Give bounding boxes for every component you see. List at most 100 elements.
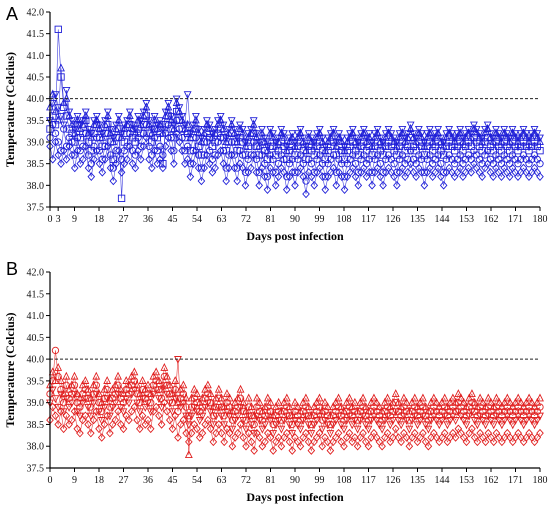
axes: 37.5 38.0 38.5 39.0 39.5 40.0 40.5 41.0 41.5 42.0… [27,8,548,226]
data-point-triangle-down [421,421,430,430]
data-point-triangle-up [346,132,354,141]
data-point-triangle-down [92,112,101,121]
data-point-triangle-down [310,421,318,430]
data-point-triangle-up [472,128,481,137]
data-point-diamond [220,437,229,447]
data-point-circle [104,129,112,137]
data-point-triangle-up [527,132,536,141]
data-point-triangle-up [350,397,359,406]
data-point-diamond [138,411,147,421]
data-point-triangle-up [348,402,357,411]
data-point-triangle-down [318,134,327,143]
data-point-triangle-down [197,134,206,143]
data-point-diamond [307,446,316,455]
data-point-triangle-down [76,121,85,130]
data-point-circle [71,151,79,159]
data-point-triangle-down [95,121,104,130]
data-point-triangle-up [247,402,256,411]
data-point-triangle-down [114,112,123,121]
data-point-triangle-down [375,421,384,430]
data-point-diamond [402,433,411,442]
data-point-triangle-down [285,421,294,430]
data-point-circle [137,142,145,150]
data-point-triangle-up [527,397,536,406]
y-tick-label: 38.0 [27,181,45,192]
data-point-triangle-up [211,128,220,137]
data-point-triangle-up [101,119,109,128]
data-point-circle [338,160,346,168]
data-point-diamond [536,172,544,181]
data-point-triangle-down [54,403,63,412]
data-point-diamond [242,441,250,451]
data-point-circle [178,134,186,142]
data-point-triangle-down [149,390,158,399]
data-point-circle [98,407,106,416]
data-point-circle [250,138,258,146]
data-point-triangle-up [78,380,87,389]
data-point-triangle-up [109,137,118,146]
data-point-triangle-up [446,397,455,406]
data-point-triangle-up [141,384,150,393]
data-point-triangle-down [153,121,162,130]
data-point-circle [159,151,167,159]
x-tick-label: 63 [217,214,227,225]
data-point-triangle-down [156,117,165,126]
data-point-triangle-down [390,134,399,143]
data-point-circle [106,151,115,159]
data-point-diamond [167,146,175,155]
data-point-triangle-down [448,412,457,421]
data-point-diamond [277,441,286,451]
data-point-diamond [285,437,294,447]
data-point-triangle-down [271,138,280,147]
data-point-triangle-up [134,115,143,124]
data-point-triangle-up [389,397,397,406]
data-point-triangle-up [277,406,286,415]
data-point-triangle-down [481,421,490,430]
data-point-triangle-down [183,91,192,100]
data-point-triangle-up [87,132,96,141]
data-point-triangle-up [274,137,283,146]
data-point-circle [489,160,497,168]
data-point-triangle-up [376,137,385,146]
data-point-triangle-down [302,143,310,152]
data-point-diamond [111,415,120,425]
data-point-triangle-up [62,93,71,102]
data-point-triangle-down [73,408,82,417]
data-point-triangle-down [97,417,106,425]
data-point-diamond [117,168,126,177]
data-point-triangle-down [428,134,437,143]
y-tick-label: 38.5 [27,159,45,170]
data-point-triangle-up [492,393,501,402]
data-point-circle [112,147,120,155]
data-point-square [258,138,266,146]
x-tick-label: 117 [361,214,376,225]
data-point-triangle-down [112,121,120,130]
data-point-triangle-down [175,104,184,113]
data-point-triangle-up [514,393,523,402]
data-point-circle [142,121,150,129]
data-point-triangle-down [484,412,493,421]
data-point-triangle-down [222,134,231,143]
data-point-triangle-down [312,417,321,425]
data-point-diamond [114,407,122,416]
y-tick-label: 41.5 [27,29,45,40]
data-point-diamond [473,437,482,447]
data-point-diamond [405,441,414,451]
data-point-triangle-down [225,125,233,134]
data-point-triangle-down [174,356,182,364]
data-point-diamond [241,181,250,190]
series-line-triangle-down [49,359,541,435]
data-point-circle [79,142,87,150]
data-point-circle [437,160,445,168]
data-point-triangle-up [453,132,462,141]
data-point-diamond [68,150,76,160]
data-point-triangle-down [439,138,448,147]
data-point-diamond [100,420,109,429]
data-point-triangle-up [310,141,319,150]
data-point-triangle-up [476,393,485,402]
data-point-triangle-up [212,393,220,402]
data-point-triangle-up [67,380,76,389]
data-point-circle [285,412,294,420]
data-point-triangle-up [271,141,280,150]
data-point-diamond [109,176,118,186]
